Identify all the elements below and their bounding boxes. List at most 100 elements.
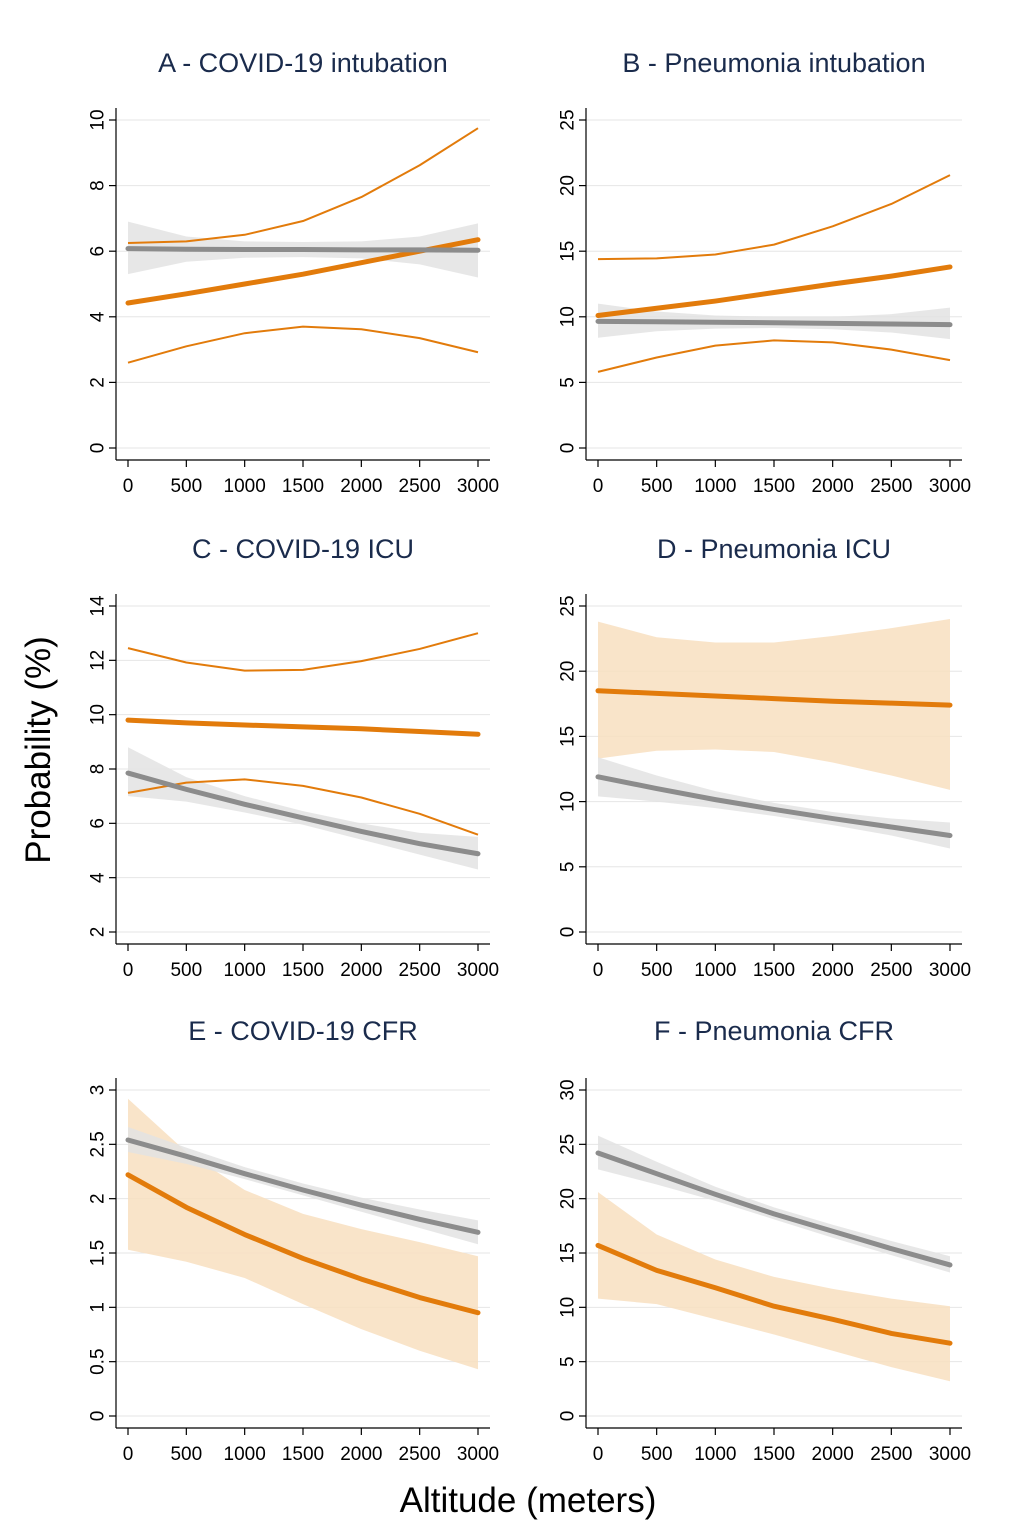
panel-e-x-tick-label-1: 500 <box>170 1444 202 1465</box>
panel-a-x-tick-label-4: 2000 <box>340 476 382 497</box>
panel-d-y-tick-label-1: 5 <box>558 862 579 873</box>
panel-e-x-tick-label-0: 0 <box>123 1444 134 1465</box>
panel-f-x-tick-label-6: 3000 <box>929 1444 971 1465</box>
panel-b-x-tick-label-3: 1500 <box>753 476 795 497</box>
panel-e-title: E - COVID-19 CFR <box>188 1016 418 1046</box>
panel-c-orange-ci-lower-line <box>127 778 479 836</box>
panel-f-title: F - Pneumonia CFR <box>654 1016 894 1046</box>
panel-c-y-tick-label-6: 14 <box>88 595 109 617</box>
panel-d-x-tick-label-6: 3000 <box>929 960 971 981</box>
panel-c-x-tick-label-0: 0 <box>123 960 134 981</box>
panel-b-y-tick-label-5: 25 <box>558 109 579 130</box>
panel-a-x-tick-label-0: 0 <box>123 476 134 497</box>
panel-e-x-tick-label-3: 1500 <box>282 1444 324 1465</box>
panel-c-y-tick-label-2: 6 <box>88 818 109 829</box>
panel-c-x-tick-label-1: 500 <box>170 960 202 981</box>
panel-a-y-tick-label-2: 4 <box>88 311 109 322</box>
panel-a: A - COVID-19 intubation 0 2 4 6 8 10 0 500 1000 15… <box>88 48 500 497</box>
panel-c-gray-estimate-line <box>125 770 481 857</box>
panel-b-gray-estimate-line <box>595 318 953 328</box>
panel-b-orange-estimate-line <box>595 264 953 318</box>
panel-b-orange-ci-lower-line <box>597 339 951 373</box>
panel-e-x-tick-label-6: 3000 <box>457 1444 499 1465</box>
panel-a-gray-estimate-line <box>125 246 481 253</box>
panel-d-title: D - Pneumonia ICU <box>657 534 891 564</box>
panel-d-orange-estimate-line <box>595 688 953 708</box>
panel-d-x-tick-label-4: 2000 <box>812 960 854 981</box>
panel-a-title: A - COVID-19 intubation <box>158 48 448 78</box>
panel-d-x-tick-label-5: 2500 <box>870 960 912 981</box>
panel-f-y-tick-label-5: 25 <box>558 1134 579 1155</box>
panel-f-x-tick-label-3: 1500 <box>753 1444 795 1465</box>
panel-e-x-tick-label-5: 2500 <box>399 1444 441 1465</box>
panel-a-x-tick-label-1: 500 <box>170 476 202 497</box>
panel-b-y-tick-label-0: 0 <box>558 443 579 454</box>
panel-d-gray-estimate-line <box>595 774 953 839</box>
panel-e-y-tick-label-6: 3 <box>88 1085 109 1096</box>
panel-c-y-tick-label-5: 12 <box>88 650 109 671</box>
panel-b-y-tick-label-4: 20 <box>558 175 579 196</box>
panel-f: F - Pneumonia CFR 0 5 10 15 20 25 30 0 500 1000 150… <box>558 1016 972 1465</box>
panel-a-y-tick-label-5: 10 <box>88 109 109 130</box>
panel-c-x-tick-label-3: 1500 <box>282 960 324 981</box>
panel-c-y-tick-label-3: 8 <box>88 764 109 775</box>
panel-b-x-tick-label-0: 0 <box>593 476 604 497</box>
panel-d-y-tick-label-4: 20 <box>558 661 579 682</box>
panel-c-orange-estimate-line <box>125 717 481 737</box>
panel-b-y-tick-label-2: 10 <box>558 306 579 327</box>
panel-f-orange-estimate-line <box>595 1242 953 1346</box>
panel-c-y-tick-label-4: 10 <box>88 704 109 725</box>
panel-d-gray-ci-band <box>598 757 950 849</box>
panel-d-y-tick-label-5: 25 <box>558 595 579 616</box>
panel-b-x-tick-label-5: 2500 <box>870 476 912 497</box>
panel-a-orange-ci-lower-line <box>127 325 479 364</box>
x-axis-title: Altitude (meters) <box>400 1481 657 1520</box>
panel-d: D - Pneumonia ICU 0 5 10 15 20 25 0 500 1000 1500 2… <box>558 534 972 981</box>
panel-e-gray-ci-band <box>128 1126 478 1245</box>
panel-f-x-tick-label-4: 2000 <box>812 1444 854 1465</box>
panel-d-y-tick-label-2: 10 <box>558 791 579 812</box>
panel-e-y-tick-label-4: 2 <box>88 1193 109 1204</box>
panel-c-title: C - COVID-19 ICU <box>192 534 414 564</box>
panel-d-x-tick-label-0: 0 <box>593 960 604 981</box>
panel-e-y-tick-label-5: 2.5 <box>88 1131 109 1157</box>
panel-f-y-tick-label-3: 15 <box>558 1242 579 1263</box>
panel-d-x-tick-label-2: 1000 <box>694 960 736 981</box>
panel-e-y-tick-label-2: 1 <box>88 1302 109 1313</box>
panel-a-orange-ci-upper-line <box>127 127 479 244</box>
panel-a-x-tick-label-6: 3000 <box>457 476 499 497</box>
panel-e-orange-ci-band <box>128 1098 478 1370</box>
panel-a-x-tick-label-2: 1000 <box>224 476 266 497</box>
panel-f-x-tick-label-0: 0 <box>593 1444 604 1465</box>
panel-d-x-tick-label-1: 500 <box>641 960 673 981</box>
panel-f-y-tick-label-1: 5 <box>558 1356 579 1367</box>
panel-e-gray-estimate-line <box>125 1137 481 1235</box>
panel-b-y-tick-label-3: 15 <box>558 241 579 262</box>
panel-c: C - COVID-19 ICU 2 4 6 8 10 12 14 0 500 1000 1500 20… <box>88 534 500 981</box>
panel-e-y-tick-label-3: 1.5 <box>88 1240 109 1266</box>
panel-f-x-tick-label-1: 500 <box>641 1444 673 1465</box>
panel-e-x-tick-label-2: 1000 <box>224 1444 266 1465</box>
panel-a-x-tick-label-5: 2500 <box>399 476 441 497</box>
panel-f-gray-estimate-line <box>595 1150 953 1268</box>
panel-c-orange-ci-upper-line <box>127 632 479 672</box>
panel-e-orange-estimate-line <box>125 1172 481 1316</box>
panel-b-x-tick-label-6: 3000 <box>929 476 971 497</box>
panel-a-x-tick-label-3: 1500 <box>282 476 324 497</box>
panel-a-y-tick-label-0: 0 <box>88 443 109 454</box>
panel-b-y-tick-label-1: 5 <box>558 377 579 388</box>
panel-c-y-tick-label-1: 4 <box>88 872 109 883</box>
panel-b-title: B - Pneumonia intubation <box>622 48 925 78</box>
panel-a-y-tick-label-4: 8 <box>88 180 109 191</box>
panel-d-y-tick-label-0: 0 <box>558 927 579 938</box>
panel-b-orange-ci-upper-line <box>597 174 951 261</box>
panel-c-x-tick-label-6: 3000 <box>457 960 499 981</box>
panel-b-x-tick-label-4: 2000 <box>812 476 854 497</box>
panel-b-x-tick-label-2: 1000 <box>694 476 736 497</box>
panel-e-y-tick-label-0: 0 <box>88 1411 109 1422</box>
panel-d-y-tick-label-3: 15 <box>558 726 579 747</box>
panel-d-orange-ci-band <box>598 619 950 790</box>
panel-f-x-tick-label-2: 1000 <box>694 1444 736 1465</box>
